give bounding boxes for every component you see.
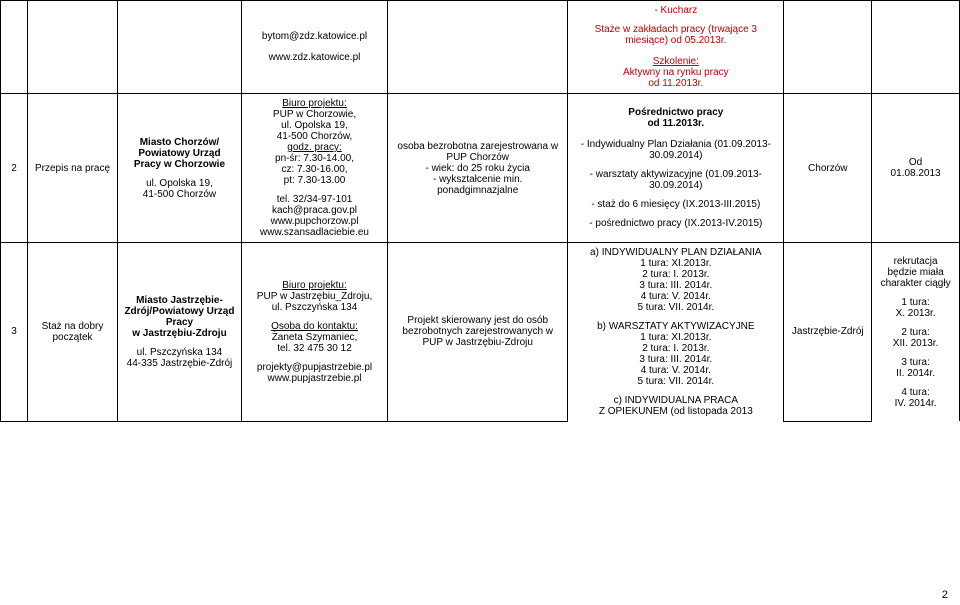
text: bytom@zdz.katowice.pl	[248, 31, 381, 42]
text: pn-śr: 7.30-14.00,	[248, 153, 381, 164]
text: PUP w Jastrzębiu_Zdroju,	[248, 291, 381, 302]
text: - staż do 6 miesięcy (IX.2013-III.2015)	[574, 199, 777, 210]
text: Szkolenie:	[653, 56, 699, 67]
text: 2 tura:	[878, 327, 953, 338]
text: www.szansadlaciebie.eu	[248, 227, 381, 238]
text: 3 tura: III. 2014r.	[574, 354, 777, 365]
text: - Kucharz	[574, 5, 777, 16]
text: Biuro projektu:	[248, 280, 381, 291]
page-number: 2	[942, 589, 948, 601]
table-row: 2 Przepis na pracę Miasto Chorzów/ Powia…	[1, 94, 960, 243]
text: Pośrednictwo pracy	[574, 107, 777, 118]
text: - wykształcenie min. ponadgimnazjalne	[394, 174, 561, 196]
text: X. 2013r.	[878, 308, 953, 319]
cell-name: Przepis na pracę	[28, 94, 118, 243]
text: - warsztaty aktywizacyjne (01.09.2013-30…	[574, 169, 777, 191]
text: pt: 7.30-13.00	[248, 175, 381, 186]
text: Żaneta Szymaniec,	[248, 332, 381, 343]
text: Projekt skierowany jest do osób bezrobot…	[394, 315, 561, 348]
text: - pośrednictwo pracy (IX.2013-IV.2015)	[574, 218, 777, 229]
text: www.zdz.katowice.pl	[248, 52, 381, 63]
text: Miasto Chorzów/ Powiatowy Urząd Pracy w …	[124, 137, 235, 170]
table-row: 3 Staż na dobry początek Miasto Jastrzęb…	[1, 243, 960, 422]
cell-dates: Od 01.08.2013	[872, 94, 960, 243]
data-table: bytom@zdz.katowice.pl www.zdz.katowice.p…	[0, 0, 960, 422]
cell-name: Staż na dobry początek	[28, 243, 118, 422]
text: b) WARSZTATY AKTYWIZACYJNE	[574, 321, 777, 332]
text: II. 2014r.	[878, 368, 953, 379]
text: Biuro projektu:	[248, 98, 381, 109]
text: 1 tura: XI.2013r.	[574, 258, 777, 269]
cell-name	[28, 1, 118, 94]
text: - Indywidualny Plan Działania (01.09.201…	[574, 139, 777, 161]
text: kach@praca.gov.pl	[248, 205, 381, 216]
cell-org: Miasto Jastrzębie-Zdrój/Powiatowy Urząd …	[118, 243, 242, 422]
text: Staże w zakładach pracy (trwające 3 mies…	[574, 24, 777, 46]
text: - wiek: do 25 roku życia	[394, 163, 561, 174]
cell-org	[118, 1, 242, 94]
text: www.pupchorzow.pl	[248, 216, 381, 227]
text: Od	[878, 157, 953, 168]
text: 4 tura:	[878, 387, 953, 398]
cell-city: Jastrzębie-Zdrój	[784, 243, 872, 422]
cell-num	[1, 1, 28, 94]
text: Aktywny na rynku pracy	[574, 67, 777, 78]
text: 2 tura: I. 2013r.	[574, 343, 777, 354]
cell-office: Biuro projektu: PUP w Jastrzębiu_Zdroju,…	[241, 243, 387, 422]
text: 2 tura: I. 2013r.	[574, 269, 777, 280]
text: PUP w Chorzowie,	[248, 109, 381, 120]
text: 3 tura:	[878, 357, 953, 368]
text: Osoba do kontaktu:	[248, 321, 381, 332]
text: Z OPIEKUNEM (od listopada 2013	[574, 406, 777, 417]
text: od 11.2013r.	[574, 118, 777, 129]
text: godz. pracy:	[248, 142, 381, 153]
cell-city: Chorzów	[784, 94, 872, 243]
text: ul. Pszczyńska 134	[248, 302, 381, 313]
text: a) INDYWIDUALNY PLAN DZIAŁANIA	[574, 247, 777, 258]
text: 01.08.2013	[878, 168, 953, 179]
text: osoba bezrobotna zarejestrowana w PUP Ch…	[394, 141, 561, 163]
cell-activities: Pośrednictwo pracy od 11.2013r. - Indywi…	[568, 94, 784, 243]
text: ul. Opolska 19,	[124, 178, 235, 189]
text: tel. 32/34-97-101	[248, 194, 381, 205]
text: ul. Pszczyńska 134	[124, 347, 235, 358]
cell-org: Miasto Chorzów/ Powiatowy Urząd Pracy w …	[118, 94, 242, 243]
text: IV. 2014r.	[878, 398, 953, 409]
text: 4 tura: V. 2014r.	[574, 365, 777, 376]
table-row: bytom@zdz.katowice.pl www.zdz.katowice.p…	[1, 1, 960, 94]
cell-office: bytom@zdz.katowice.pl www.zdz.katowice.p…	[241, 1, 387, 94]
text: Miasto Jastrzębie-Zdrój/Powiatowy Urząd …	[124, 295, 235, 328]
cell-dates: rekrutacja będzie miała charakter ciągły…	[872, 243, 960, 422]
text: cz: 7.30-16.00,	[248, 164, 381, 175]
text: 1 tura:	[878, 297, 953, 308]
text: 1 tura: XI.2013r.	[574, 332, 777, 343]
cell-activities: - Kucharz Staże w zakładach pracy (trwaj…	[568, 1, 784, 94]
text: w Jastrzębiu-Zdroju	[124, 328, 235, 339]
text: od 11.2013r.	[574, 78, 777, 89]
text: 4 tura: V. 2014r.	[574, 291, 777, 302]
text: projekty@pupjastrzebie.pl	[248, 362, 381, 373]
cell-office: Biuro projektu: PUP w Chorzowie, ul. Opo…	[241, 94, 387, 243]
text: 44-335 Jastrzębie-Zdrój	[124, 358, 235, 369]
cell-target	[388, 1, 568, 94]
text: XII. 2013r.	[878, 338, 953, 349]
cell-activities: a) INDYWIDUALNY PLAN DZIAŁANIA 1 tura: X…	[568, 243, 784, 422]
cell-num: 3	[1, 243, 28, 422]
text: 41-500 Chorzów	[124, 189, 235, 200]
text: 41-500 Chorzów,	[248, 131, 381, 142]
text: 5 tura: VII. 2014r.	[574, 376, 777, 387]
cell-target: Projekt skierowany jest do osób bezrobot…	[388, 243, 568, 422]
text: tel. 32 475 30 12	[248, 343, 381, 354]
text: rekrutacja będzie miała charakter ciągły	[878, 256, 953, 289]
cell-dates	[872, 1, 960, 94]
cell-city	[784, 1, 872, 94]
text: 3 tura: III. 2014r.	[574, 280, 777, 291]
cell-num: 2	[1, 94, 28, 243]
text: c) INDYWIDUALNA PRACA	[574, 395, 777, 406]
text: ul. Opolska 19,	[248, 120, 381, 131]
cell-target: osoba bezrobotna zarejestrowana w PUP Ch…	[388, 94, 568, 243]
text: 5 tura: VII. 2014r.	[574, 302, 777, 313]
text: www.pupjastrzebie.pl	[248, 373, 381, 384]
